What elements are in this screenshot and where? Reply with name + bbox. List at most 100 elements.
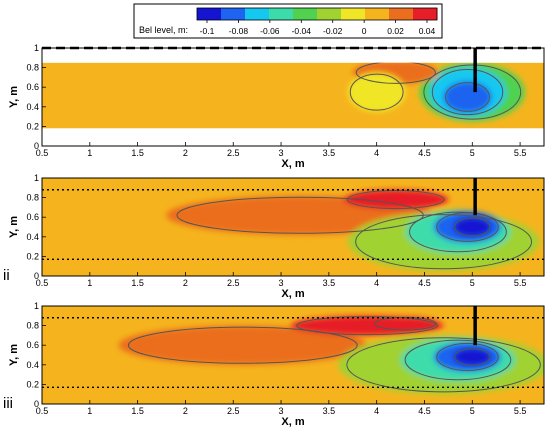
x-tick-label: 5 (470, 278, 475, 288)
heatmap-field (42, 178, 544, 276)
y-tick-label: 1 (34, 43, 39, 53)
x-tick-label: 4.5 (418, 406, 431, 416)
x-tick-label: 1.5 (131, 148, 144, 158)
contour-lines (127, 316, 541, 393)
colorbar-ticks: -0.1 -0.08 -0.06 -0.04 -0.02 0 0.02 0.04 (200, 20, 436, 36)
x-tick-label: 0.5 (36, 406, 49, 416)
colorbar-tick-label: 0 (362, 26, 367, 36)
heatmap-region (371, 316, 439, 331)
contour-line (404, 339, 512, 381)
y-tick-label: 1 (34, 301, 39, 311)
colorbar-outline (196, 7, 438, 21)
x-tick-label: 3 (279, 148, 284, 158)
colorbar-step (293, 8, 318, 20)
colorbar-step (245, 8, 270, 20)
contour-line (436, 212, 499, 242)
panel-1: 0 0.2 0.4 0.6 0.8 1 0.5 1 1.5 2 2.5 3 3.5 4 4.5 5 5.5 X, … (8, 43, 545, 170)
contour-line (346, 337, 541, 393)
plot-frame (41, 47, 545, 147)
contour-line (127, 326, 358, 364)
contour-line (431, 69, 504, 116)
y-tick-label: 0.6 (26, 212, 39, 222)
y-tick-label: 0.2 (26, 379, 39, 389)
panel-2: 0 0.2 0.4 0.6 0.8 1 0.5 1 1.5 2 2.5 3 3.5 4 4.5 5 5.5 X, … (3, 173, 545, 300)
y-tick-label: 0.8 (26, 63, 39, 73)
colorbar-step (317, 8, 342, 20)
heatmap-region (118, 325, 368, 365)
colorbar-tick-label: -0.04 (292, 26, 312, 36)
y-tick-label: 0.2 (26, 251, 39, 261)
colorbar-label: Bel level, m: (139, 25, 188, 35)
y-tick-label: 0.6 (26, 340, 39, 350)
contour-line (454, 217, 491, 237)
x-tick-label: 5.5 (514, 148, 527, 158)
x-tick-label: 1 (87, 278, 92, 288)
contour-line (409, 211, 507, 253)
contour-line (445, 82, 490, 112)
x-tick-label: 1.5 (131, 406, 144, 416)
y-tick-label: 0.6 (26, 82, 39, 92)
contour-line (355, 62, 436, 84)
heatmap-region (443, 81, 492, 113)
x-tick-label: 3.5 (323, 148, 336, 158)
x-tick-label: 5 (470, 148, 475, 158)
x-tick-label: 4 (374, 278, 379, 288)
colorbar-step (389, 8, 414, 20)
heatmap-field (42, 306, 544, 404)
colorbar-steps (196, 7, 438, 21)
y-axis-label: Y, m (8, 344, 20, 366)
y-tick-label: 0.4 (26, 232, 39, 242)
x-tick-label: 3.5 (323, 406, 336, 416)
x-tick-label: 0.5 (36, 278, 49, 288)
colorbar-step (413, 8, 438, 20)
x-axis-label: X, m (281, 288, 304, 300)
heatmap-region (453, 217, 492, 237)
x-tick-label: 4 (374, 148, 379, 158)
plot-frame (41, 177, 545, 277)
panels: 0 0.2 0.4 0.6 0.8 1 0.5 1 1.5 2 2.5 3 3.5 4 4.5 5 5.5 X, … (3, 43, 545, 428)
y-tick-label: 0.2 (26, 121, 39, 131)
x-tick-label: 4.5 (418, 278, 431, 288)
x-tick-label: 5 (470, 406, 475, 416)
y-tick-label: 0.4 (26, 102, 39, 112)
y-tick-label: 0.8 (26, 193, 39, 203)
y-tick-label: 1 (34, 173, 39, 183)
x-tick-label: 2 (183, 148, 188, 158)
colorbar-tick-label: -0.02 (323, 26, 343, 36)
x-tick-label: 2.5 (227, 406, 240, 416)
x-tick-label: 4.5 (418, 148, 431, 158)
x-tick-label: 0.5 (36, 148, 49, 158)
colorbar-step (221, 8, 246, 20)
y-tick-label: 0.8 (26, 321, 39, 331)
contour-lines (349, 62, 522, 120)
colorbar-step (197, 8, 222, 20)
x-axis-label: X, m (281, 416, 304, 428)
heatmap-region (347, 72, 406, 112)
x-tick-label: 5.5 (514, 406, 527, 416)
x-tick-label: 3.5 (323, 278, 336, 288)
panel-3: 0 0.2 0.4 0.6 0.8 1 0.5 1 1.5 2 2.5 3 3.5 4 4.5 5 5.5 X, … (3, 301, 545, 428)
colorbar: Bel level, m: -0.1 -0.08 -0.06 -0.04 -0.02 0 0… (133, 3, 443, 39)
x-tick-label: 2.5 (227, 278, 240, 288)
contour-line (346, 190, 445, 210)
y-tick-label: 0 (34, 141, 39, 151)
contour-line (355, 214, 533, 270)
y-axis-label: Y, m (8, 86, 20, 108)
colorbar-step (269, 8, 294, 20)
x-tick-label: 3 (279, 406, 284, 416)
panel-label: iii (3, 395, 13, 412)
contour-line (374, 316, 437, 331)
x-tick-label: 1 (87, 148, 92, 158)
y-tick-label: 0 (34, 271, 39, 281)
heatmap-region (453, 348, 492, 366)
x-tick-label: 5.5 (514, 278, 527, 288)
y-tick-label: 0.4 (26, 360, 39, 370)
colorbar-tick-label: -0.06 (260, 26, 280, 36)
x-tick-label: 4 (374, 406, 379, 416)
x-tick-label: 2 (183, 406, 188, 416)
contour-line (349, 73, 404, 111)
y-tick-label: 0 (34, 399, 39, 409)
heatmap-field (42, 62, 544, 129)
colorbar-tick-label: 0.02 (387, 26, 404, 36)
